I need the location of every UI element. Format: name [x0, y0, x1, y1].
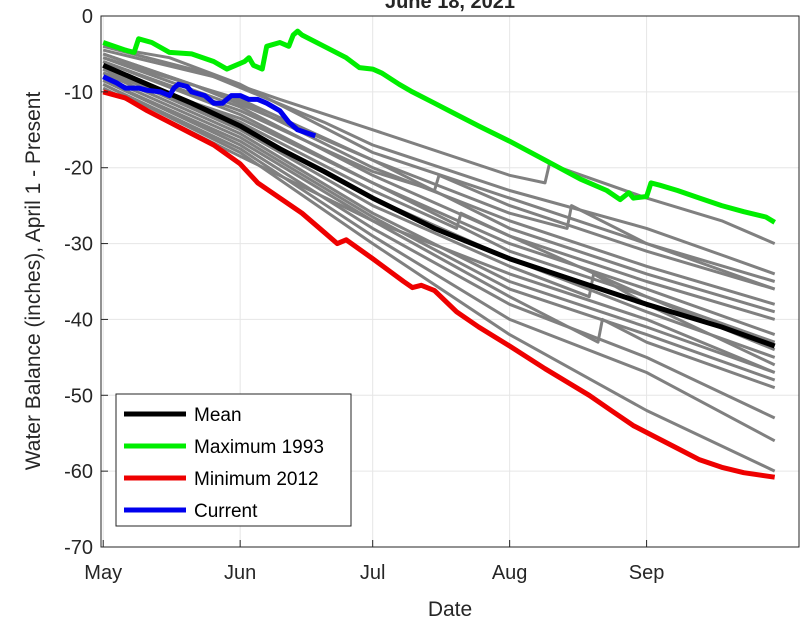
x-tick-label: Jul	[360, 562, 386, 584]
x-tick-label: Sep	[629, 562, 665, 584]
historical-year-line	[102, 56, 776, 314]
legend-label-maximum-1993: Maximum 1993	[194, 437, 324, 458]
legend-label-minimum-2012: Minimum 2012	[194, 469, 319, 490]
historical-year-line	[102, 82, 776, 473]
historical-year-line	[102, 63, 776, 352]
series-line-maximum-1993	[102, 28, 776, 225]
highlighted-series-lines	[102, 28, 776, 480]
x-tick-label: Aug	[492, 562, 528, 584]
historical-year-line	[102, 71, 776, 344]
x-axis-label: Date	[428, 598, 472, 621]
chart-title: June 18, 2021	[385, 0, 515, 13]
series-line-minimum-2012	[102, 89, 776, 480]
historical-year-line	[102, 60, 776, 291]
series-line-current	[102, 74, 317, 139]
historical-year-line	[102, 44, 776, 283]
legend: Mean Maximum 1993 Minimum 2012 Current	[115, 393, 352, 527]
historical-year-line	[102, 48, 776, 276]
y-tick-label: -10	[64, 82, 93, 104]
y-axis-label: Water Balance (inches), April 1 - Presen…	[22, 92, 45, 471]
x-tick-label: Jun	[224, 562, 256, 584]
y-tick-label: 0	[82, 6, 93, 28]
y-tick-label: -20	[64, 158, 93, 180]
y-tick-label: -60	[64, 461, 93, 483]
legend-label-mean: Mean	[194, 405, 242, 426]
x-axis-ticks: May Jun Jul Aug Sep	[84, 540, 664, 584]
historical-year-line	[102, 82, 776, 443]
x-tick-label: May	[84, 562, 122, 584]
historical-year-line	[102, 56, 776, 321]
y-axis-ticks: 0 -10 -20 -30 -40 -50 -60 -70	[64, 6, 108, 559]
y-tick-label: -50	[64, 385, 93, 407]
historical-year-line	[102, 79, 776, 390]
y-tick-label: -40	[64, 309, 93, 331]
historical-year-line	[102, 60, 776, 337]
y-tick-label: -30	[64, 234, 93, 256]
historical-year-lines	[102, 44, 776, 473]
legend-label-current: Current	[194, 501, 258, 522]
historical-year-line	[102, 79, 776, 420]
y-tick-label: -70	[64, 537, 93, 559]
series-line-mean	[102, 63, 776, 349]
gridlines	[101, 15, 799, 548]
historical-year-line	[102, 75, 776, 382]
plot-frame	[100, 15, 800, 548]
